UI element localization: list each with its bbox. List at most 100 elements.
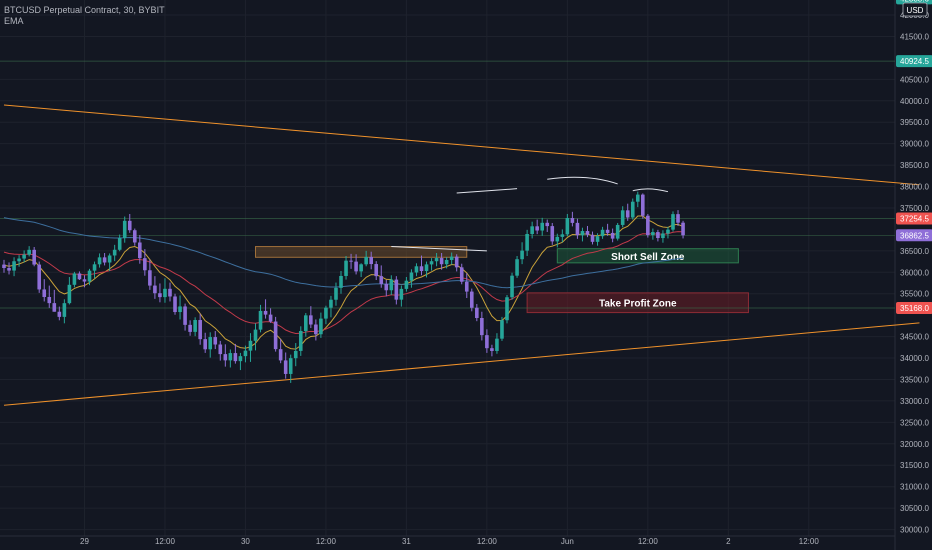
candle-body	[52, 303, 57, 312]
pattern-arc	[632, 188, 669, 193]
candle-body	[625, 210, 630, 218]
candles	[2, 191, 685, 383]
price-tick-label: 32500.0	[900, 418, 929, 427]
candle-body	[62, 303, 67, 317]
candle-body	[449, 256, 454, 260]
candle-body	[600, 229, 605, 237]
candle-body	[82, 279, 87, 282]
price-tick-label: 37500.0	[900, 204, 929, 213]
pattern-arc	[456, 188, 518, 194]
candle-body	[404, 280, 409, 289]
candle-body	[268, 314, 273, 322]
candle-body	[510, 275, 514, 298]
time-tick-label: 30	[241, 537, 250, 546]
pattern-arc	[547, 176, 618, 185]
candle-body	[681, 222, 685, 236]
price-badge	[896, 229, 932, 242]
price-tick-label: 36000.0	[900, 268, 929, 277]
candle-body	[248, 340, 253, 351]
candle-body	[374, 264, 379, 277]
candle-body	[666, 229, 670, 234]
price-tick-label: 36500.0	[900, 247, 929, 256]
candle-body	[278, 349, 283, 361]
candle-body	[344, 260, 348, 276]
price-axis: 42000.041500.040500.040000.039500.039000…	[896, 0, 932, 535]
price-badge-label: 35168.0	[900, 304, 929, 313]
price-badge-label: 40924.5	[900, 57, 929, 66]
candle-body	[661, 233, 665, 239]
price-tick-label: 34500.0	[900, 333, 929, 342]
candle-body	[263, 310, 268, 315]
candle-body	[173, 296, 177, 313]
candle-body	[127, 220, 132, 231]
candle-body	[122, 220, 127, 238]
candle-body	[72, 273, 77, 285]
candle-body	[339, 275, 343, 288]
candle-body	[555, 236, 560, 242]
candle-body	[37, 264, 42, 290]
candle-body	[163, 288, 167, 298]
candle-body	[615, 224, 620, 239]
candle-body	[168, 288, 172, 297]
candle-body	[485, 335, 489, 349]
candle-body	[369, 256, 373, 265]
time-tick-label: 12:00	[799, 537, 820, 546]
candle-body	[203, 339, 207, 350]
candle-body	[153, 285, 157, 294]
horizontal-levels	[0, 60, 895, 309]
price-tick-label: 30500.0	[900, 504, 929, 513]
ema-fast-line	[3, 215, 684, 350]
candle-body	[183, 306, 187, 325]
currency-label: USD	[907, 6, 924, 15]
candle-body	[394, 279, 399, 300]
price-tick-label: 39500.0	[900, 118, 929, 127]
price-badge-label: 37254.5	[900, 214, 929, 223]
candle-body	[595, 236, 600, 242]
candle-body	[324, 307, 328, 319]
candle-body	[2, 264, 6, 268]
candle-body	[198, 320, 202, 340]
candle-body	[676, 214, 680, 223]
time-tick-label: 12:00	[638, 537, 659, 546]
candle-body	[117, 237, 122, 250]
candle-body	[233, 353, 238, 362]
time-axis: 29 12:00 30 12:00 31 12:00 Jun 12:00 2 12:00	[80, 537, 819, 546]
candle-body	[273, 321, 278, 350]
candle-body	[288, 358, 293, 374]
price-tick-label: 39000.0	[900, 140, 929, 149]
candle-body	[580, 231, 585, 236]
candle-body	[143, 258, 147, 271]
short-sell-zone-label: Short Sell Zone	[611, 252, 685, 263]
candle-body	[22, 254, 26, 259]
candle-body	[354, 261, 358, 272]
candle-body	[47, 296, 52, 304]
candle-body	[424, 264, 429, 272]
price-badge	[896, 55, 932, 68]
candle-body	[550, 226, 555, 242]
candle-body	[243, 350, 248, 357]
price-tick-label: 33500.0	[900, 375, 929, 384]
candle-body	[238, 356, 243, 362]
candle-body	[92, 264, 97, 271]
candle-body	[590, 234, 595, 242]
price-tick-label: 33000.0	[900, 397, 929, 406]
candle-body	[158, 293, 162, 298]
candle-body	[253, 329, 258, 341]
candle-body	[656, 232, 660, 239]
candle-body	[439, 258, 444, 265]
ema-mid-line	[3, 231, 684, 335]
candle-body	[138, 242, 142, 259]
price-tick-label: 32000.0	[900, 440, 929, 449]
price-tick-label: 30000.0	[900, 526, 929, 535]
price-tick-label: 35500.0	[900, 290, 929, 299]
candle-body	[77, 273, 82, 280]
candle-body	[414, 266, 419, 273]
candle-body	[419, 266, 424, 272]
candle-body	[208, 337, 213, 350]
candle-body	[444, 259, 449, 265]
candle-body	[334, 287, 338, 300]
upper-trendline	[3, 104, 920, 186]
time-tick-label: 29	[80, 537, 89, 546]
